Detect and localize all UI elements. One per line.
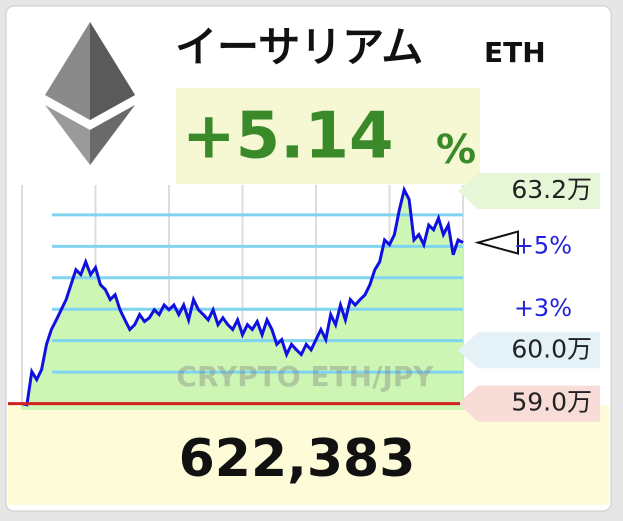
symbol: ETH (484, 36, 546, 69)
change-box (176, 88, 480, 184)
eth-logo (45, 22, 135, 165)
price-line (21, 185, 464, 407)
title: イーサリアム (175, 23, 423, 72)
area (22, 189, 463, 410)
plot: CRYPTO ETH/JPY +5% +3% 63.2万 60.0万 59.0万 (8, 173, 600, 422)
price-label-bg (458, 173, 600, 209)
current-marker (474, 230, 519, 255)
price-label: 60.0万 (511, 334, 592, 363)
level-label: +5% (514, 231, 572, 259)
level-label: +3% (514, 294, 572, 322)
price: 622,383 (179, 429, 416, 489)
price-label-bg (458, 385, 600, 422)
watermark: CRYPTO ETH/JPY (176, 360, 434, 393)
price-box (8, 405, 609, 505)
change: +5.14 (182, 100, 394, 174)
price-label-bg (458, 332, 600, 369)
price-label: 59.0万 (511, 388, 592, 417)
price-label: 63.2万 (511, 175, 592, 204)
change-unit: % (436, 127, 476, 173)
